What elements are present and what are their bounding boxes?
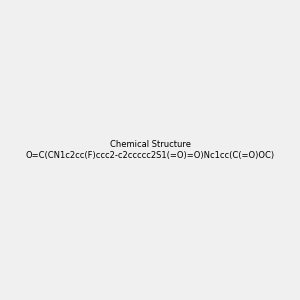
Text: Chemical Structure
O=C(CN1c2cc(F)ccc2-c2ccccc2S1(=O)=O)Nc1cc(C(=O)OC): Chemical Structure O=C(CN1c2cc(F)ccc2-c2… [26,140,275,160]
